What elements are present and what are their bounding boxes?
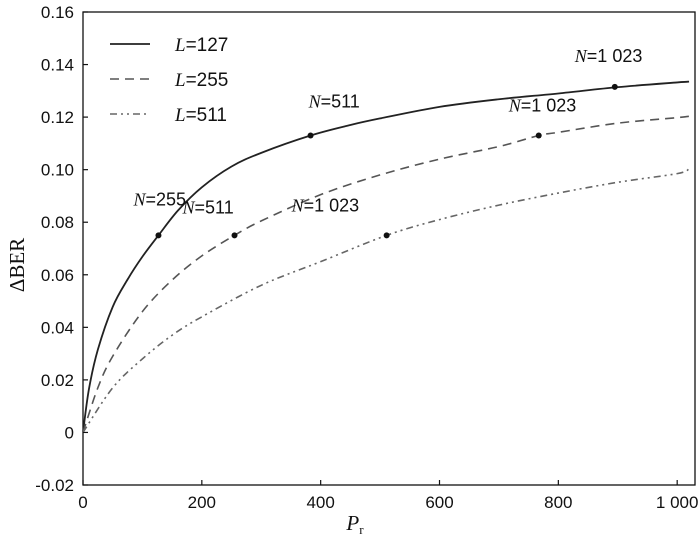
y-tick-label: 0 <box>65 423 74 442</box>
x-axis-label-sub: r <box>359 522 364 537</box>
series-line-l-255 <box>82 115 690 433</box>
x-tick-label: 0 <box>78 493 87 512</box>
annotation-var: N <box>132 189 146 209</box>
data-marker <box>307 132 314 139</box>
plot-frame <box>82 11 696 486</box>
annotation-value: =255 <box>145 189 186 209</box>
y-tick-label: 0.06 <box>41 266 74 285</box>
x-axis-label-var: P <box>345 511 359 535</box>
annotation-var: N <box>508 96 522 116</box>
annotation-var: N <box>182 197 196 217</box>
legend-label: L=127 <box>174 35 228 56</box>
x-tick-label: 400 <box>306 493 334 512</box>
data-marker <box>383 232 390 239</box>
annotation-var: N <box>291 195 305 215</box>
plot-border <box>82 11 696 486</box>
legend-label-value: =127 <box>186 35 229 56</box>
marker-annotation: N=1 023 <box>574 46 643 66</box>
annotation-value: =511 <box>321 92 360 112</box>
series-line-l-511 <box>82 168 690 433</box>
legend-label-var: L <box>174 70 186 91</box>
legend-label-value: =511 <box>186 105 227 126</box>
annotation-value: =1 023 <box>521 96 577 116</box>
legend-label: L=511 <box>174 105 227 126</box>
marker-annotation: N=511 <box>308 92 360 112</box>
legend-label: L=255 <box>174 70 228 91</box>
marker-annotation: N=1 023 <box>291 195 360 215</box>
y-tick-label: 0.08 <box>41 213 74 232</box>
x-tick-label: 600 <box>425 493 453 512</box>
marker-annotation: N=255 <box>132 189 186 209</box>
annotation-var: N <box>308 92 322 112</box>
annotation-value: =1 023 <box>587 46 643 66</box>
data-marker <box>611 83 618 90</box>
data-marker <box>155 232 162 239</box>
y-tick-label: -0.02 <box>35 476 74 495</box>
marker-annotation: N=511 <box>182 197 234 217</box>
y-tick-label: 0.04 <box>41 318 74 337</box>
x-axis-label: Pr <box>345 511 364 537</box>
legend-label-var: L <box>174 35 186 56</box>
data-marker <box>535 132 542 139</box>
series-line-l-127 <box>82 80 690 433</box>
x-tick-label: 800 <box>544 493 572 512</box>
annotation-value: =1 023 <box>304 195 360 215</box>
y-axis-label: ΔBER <box>5 238 29 292</box>
y-tick-label: 0.12 <box>41 108 74 127</box>
legend-label-var: L <box>174 105 186 126</box>
series-layer <box>82 80 690 433</box>
annotation-var: N <box>574 46 588 66</box>
y-tick-label: 0.14 <box>41 56 74 75</box>
x-tick-label: 1 000 <box>656 493 699 512</box>
x-tick-label: 200 <box>188 493 216 512</box>
y-tick-label: 0.16 <box>41 3 74 22</box>
data-marker <box>231 232 238 239</box>
marker-annotation: N=1 023 <box>508 96 577 116</box>
annotation-value: =511 <box>195 197 234 217</box>
legend-label-value: =255 <box>186 70 229 91</box>
y-tick-label: 0.02 <box>41 371 74 390</box>
y-tick-label: 0.10 <box>41 161 74 180</box>
